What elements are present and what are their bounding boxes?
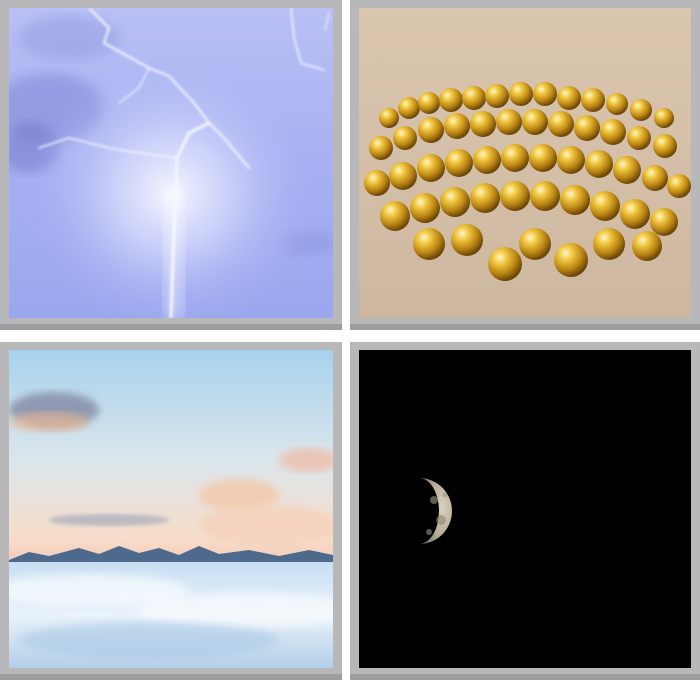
lightning-photo <box>9 8 333 318</box>
picture-tile-gold-beads[interactable] <box>350 0 700 330</box>
half-moon-photo <box>359 350 691 668</box>
gold-beads-photo <box>359 8 691 318</box>
gold-beads-image <box>359 8 691 318</box>
sea-of-clouds-photo <box>9 350 333 668</box>
picture-tile-half-moon[interactable] <box>350 342 700 680</box>
sea-of-clouds-image <box>9 350 333 668</box>
picture-tile-sea-of-clouds[interactable] <box>0 342 342 680</box>
half-moon-image <box>359 350 691 668</box>
picture-tile-lightning[interactable] <box>0 0 342 330</box>
lightning-image <box>9 8 333 318</box>
